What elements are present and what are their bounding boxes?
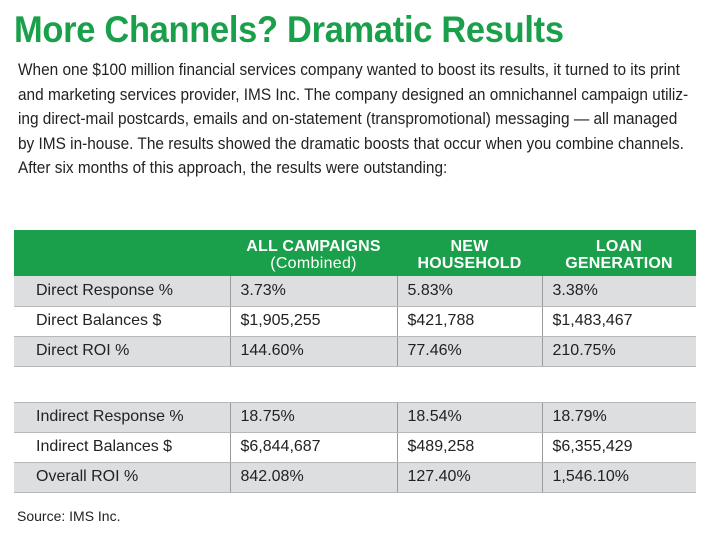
header-new-household-line1: NEW	[450, 238, 489, 255]
table-row: Direct Response % 3.73% 5.83% 3.38%	[14, 276, 696, 307]
table-row: Direct Balances $ $1,905,255 $421,788 $1…	[14, 306, 696, 337]
row-label: Direct Balances $	[14, 306, 230, 337]
cell-all-campaigns: 3.73%	[229, 276, 397, 307]
table-row: Indirect Balances $ $6,844,687 $489,258 …	[14, 432, 696, 463]
row-label: Indirect Balances $	[14, 432, 230, 463]
cell-new-household: $489,258	[396, 432, 542, 463]
intro-line: by IMS in-house. The results showed the …	[18, 133, 684, 153]
header-loan-generation-line1: LOAN	[595, 238, 643, 255]
intro-line: ing direct-mail postcards, emails and on…	[18, 109, 678, 128]
row-label: Indirect Response %	[14, 402, 230, 433]
page-title: More Channels? Dramatic Results	[14, 9, 564, 50]
cell-new-household: 18.54%	[396, 402, 542, 433]
header-metric	[14, 230, 230, 276]
source-note: Source: IMS Inc.	[17, 508, 121, 524]
cell-all-campaigns: $1,905,255	[229, 306, 397, 337]
intro-line: and marketing services provider, IMS Inc…	[18, 84, 689, 104]
intro-line: When one $100 million financial services…	[18, 60, 680, 79]
spacer-row	[14, 366, 696, 403]
cell-loan-generation: 18.79%	[541, 402, 696, 433]
cell-new-household: 127.40%	[396, 462, 542, 493]
row-label: Direct ROI %	[14, 336, 230, 367]
row-label: Overall ROI %	[14, 462, 230, 493]
cell-new-household: 5.83%	[396, 276, 542, 307]
spacer-cell	[14, 366, 696, 403]
cell-all-campaigns: 842.08%	[229, 462, 397, 493]
cell-all-campaigns: 144.60%	[229, 336, 397, 367]
table-header: ALL CAMPAIGNS (Combined) NEW HOUSEHOLD L…	[14, 230, 696, 276]
row-label: Direct Response %	[14, 276, 230, 307]
cell-loan-generation: 210.75%	[541, 336, 696, 367]
cell-new-household: 77.46%	[396, 336, 542, 367]
header-new-household: NEW HOUSEHOLD	[397, 230, 542, 276]
intro-line: After six months of this approach, the r…	[18, 158, 448, 177]
cell-new-household: $421,788	[396, 306, 542, 337]
header-row: ALL CAMPAIGNS (Combined) NEW HOUSEHOLD L…	[14, 230, 696, 276]
table-row: Overall ROI % 842.08% 127.40% 1,546.10%	[14, 462, 696, 493]
header-new-household-line2: HOUSEHOLD	[417, 255, 522, 272]
intro-paragraph: When one $100 million financial services…	[18, 58, 688, 181]
table-body: Direct Response % 3.73% 5.83% 3.38% Dire…	[14, 276, 696, 493]
cell-loan-generation: 1,546.10%	[541, 462, 696, 493]
header-all-campaigns-sub: (Combined)	[270, 255, 357, 272]
header-all-campaigns: ALL CAMPAIGNS (Combined)	[230, 230, 397, 276]
cell-loan-generation: 3.38%	[541, 276, 696, 307]
table-row: Indirect Response % 18.75% 18.54% 18.79%	[14, 402, 696, 433]
cell-loan-generation: $1,483,467	[541, 306, 696, 337]
cell-all-campaigns: 18.75%	[229, 402, 397, 433]
cell-all-campaigns: $6,844,687	[229, 432, 397, 463]
table-row: Direct ROI % 144.60% 77.46% 210.75%	[14, 336, 696, 367]
results-table: ALL CAMPAIGNS (Combined) NEW HOUSEHOLD L…	[14, 230, 696, 493]
header-loan-generation-line2: GENERATION	[565, 255, 673, 272]
header-all-campaigns-label: ALL CAMPAIGNS	[246, 238, 381, 255]
header-loan-generation: LOAN GENERATION	[542, 230, 696, 276]
cell-loan-generation: $6,355,429	[541, 432, 696, 463]
